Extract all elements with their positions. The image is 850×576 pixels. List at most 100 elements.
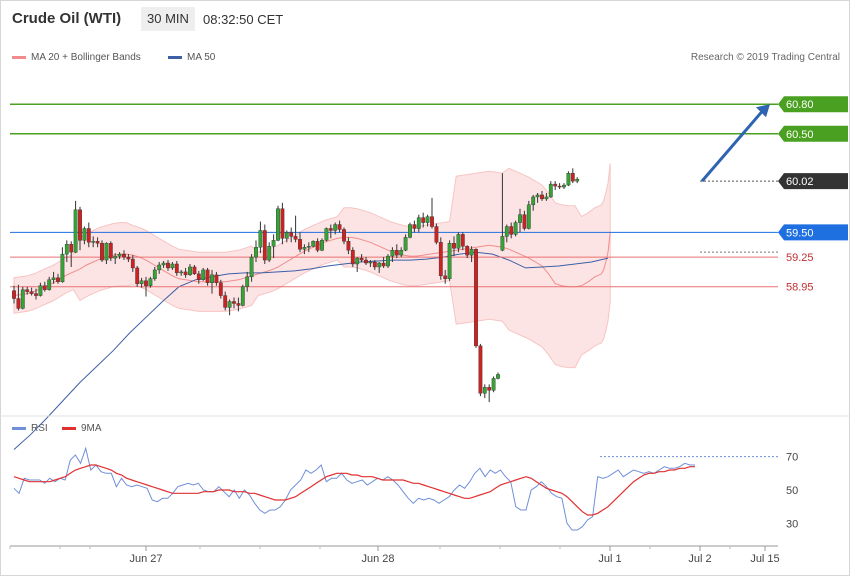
candle[interactable]: [306, 246, 311, 248]
candle[interactable]: [553, 183, 558, 187]
candle[interactable]: [20, 289, 25, 309]
candle[interactable]: [104, 243, 109, 261]
candle[interactable]: [126, 256, 131, 260]
candle[interactable]: [188, 266, 192, 276]
candle[interactable]: [522, 214, 527, 229]
candle[interactable]: [500, 236, 505, 251]
candle[interactable]: [245, 276, 250, 287]
candle[interactable]: [108, 243, 113, 259]
candle[interactable]: [201, 269, 206, 280]
candle[interactable]: [469, 249, 474, 256]
candle[interactable]: [214, 274, 219, 283]
candle[interactable]: [548, 183, 553, 198]
candle[interactable]: [474, 249, 478, 347]
candle[interactable]: [95, 241, 100, 244]
candle[interactable]: [205, 269, 210, 283]
candle[interactable]: [425, 216, 430, 223]
candle[interactable]: [491, 378, 496, 391]
candle[interactable]: [16, 298, 21, 309]
candle[interactable]: [135, 267, 140, 284]
candle[interactable]: [47, 279, 52, 290]
candle[interactable]: [227, 301, 232, 308]
candle[interactable]: [218, 282, 223, 296]
candle[interactable]: [518, 214, 522, 223]
candle[interactable]: [557, 185, 562, 188]
candle[interactable]: [346, 241, 351, 251]
candle[interactable]: [452, 243, 456, 249]
candle[interactable]: [544, 196, 549, 200]
candle[interactable]: [113, 255, 118, 259]
candle[interactable]: [394, 249, 399, 256]
candle[interactable]: [262, 230, 267, 261]
candle[interactable]: [465, 246, 470, 256]
candle[interactable]: [12, 290, 16, 299]
candle[interactable]: [333, 224, 338, 231]
candle[interactable]: [100, 243, 104, 261]
candle[interactable]: [320, 240, 324, 251]
candle[interactable]: [421, 217, 426, 223]
candle[interactable]: [183, 271, 188, 276]
candle[interactable]: [82, 228, 87, 241]
candle[interactable]: [311, 241, 316, 247]
candle[interactable]: [192, 266, 197, 275]
candle[interactable]: [566, 173, 571, 186]
candle[interactable]: [34, 293, 38, 296]
candle[interactable]: [496, 374, 500, 379]
candle[interactable]: [161, 262, 166, 266]
candle[interactable]: [289, 232, 294, 237]
candle[interactable]: [531, 196, 536, 206]
candle[interactable]: [315, 241, 320, 251]
candle[interactable]: [570, 173, 575, 182]
candle[interactable]: [434, 226, 439, 243]
candle[interactable]: [342, 229, 346, 242]
candle[interactable]: [157, 264, 162, 271]
candle[interactable]: [293, 236, 298, 240]
candle[interactable]: [170, 263, 175, 269]
candle[interactable]: [447, 243, 452, 279]
candle[interactable]: [144, 280, 148, 286]
candle[interactable]: [509, 226, 514, 235]
candle[interactable]: [408, 224, 412, 238]
candle[interactable]: [64, 244, 69, 255]
candle[interactable]: [438, 242, 443, 277]
candle[interactable]: [359, 257, 364, 261]
candle[interactable]: [350, 249, 355, 265]
candle[interactable]: [337, 224, 342, 230]
candle[interactable]: [399, 249, 404, 256]
candle[interactable]: [56, 277, 60, 282]
candle[interactable]: [430, 216, 434, 227]
candle[interactable]: [271, 240, 276, 247]
candle[interactable]: [460, 234, 465, 247]
candle[interactable]: [372, 261, 377, 268]
candle[interactable]: [562, 184, 566, 188]
candle[interactable]: [284, 232, 289, 239]
candle[interactable]: [324, 228, 329, 241]
candle[interactable]: [86, 228, 91, 243]
candle[interactable]: [355, 257, 360, 265]
candle[interactable]: [174, 263, 179, 274]
candle[interactable]: [249, 256, 254, 278]
candle[interactable]: [504, 226, 509, 237]
candle[interactable]: [328, 228, 333, 231]
candle[interactable]: [210, 274, 214, 283]
candle[interactable]: [29, 291, 34, 294]
candle[interactable]: [223, 295, 228, 308]
candle[interactable]: [139, 280, 144, 284]
candle[interactable]: [38, 285, 43, 296]
timeframe-badge[interactable]: 30 MIN: [141, 7, 195, 31]
candle[interactable]: [377, 262, 382, 268]
candle[interactable]: [540, 194, 544, 200]
candle[interactable]: [280, 208, 285, 239]
candle[interactable]: [122, 253, 126, 258]
candle[interactable]: [478, 345, 483, 394]
candle[interactable]: [152, 269, 157, 279]
candle[interactable]: [196, 273, 201, 280]
candle[interactable]: [368, 261, 373, 264]
candle[interactable]: [412, 224, 417, 229]
candle[interactable]: [25, 289, 30, 292]
candle[interactable]: [575, 178, 580, 182]
candle[interactable]: [254, 247, 258, 258]
candle[interactable]: [416, 217, 421, 229]
candle[interactable]: [487, 387, 492, 391]
candle[interactable]: [148, 278, 153, 286]
